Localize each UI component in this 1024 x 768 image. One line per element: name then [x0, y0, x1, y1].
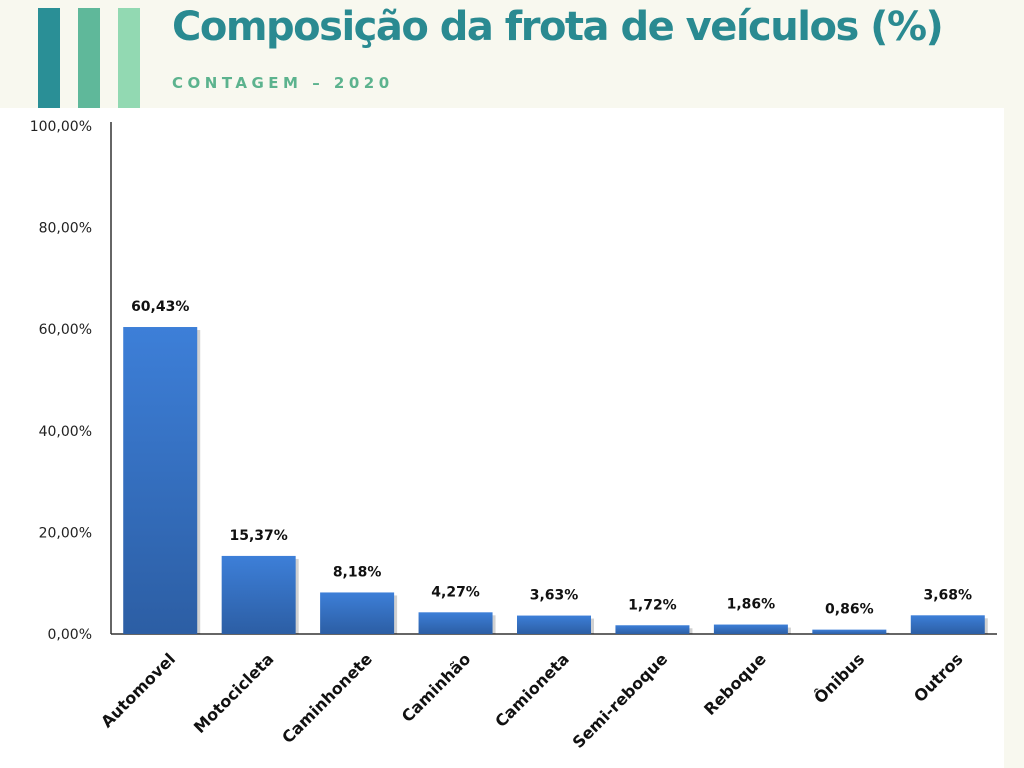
x-tick-label: Caminhonete	[278, 649, 376, 747]
y-tick-label: 0,00%	[48, 627, 92, 643]
data-labels: 60,43% 15,37% 8,18% 4,27% 3,63% 1,72% 1,86% 0,8…	[131, 299, 972, 618]
bar	[320, 592, 395, 634]
bar	[910, 615, 985, 634]
x-tick-label: Automovel	[97, 649, 179, 731]
x-tick-label: Caminhão	[398, 649, 475, 726]
data-label: 1,86%	[727, 597, 776, 613]
data-label: 15,37%	[230, 528, 288, 544]
bar-chart: 0,00% 20,00% 40,00% 60,00% 80,00% 100,00% 60,…	[30, 119, 997, 752]
y-tick-label: 100,00%	[30, 119, 92, 135]
y-tick-label: 80,00%	[39, 221, 92, 237]
bar	[221, 555, 296, 634]
x-tick-label: Reboque	[700, 649, 770, 719]
x-tick-label: Semi-reboque	[569, 649, 672, 752]
page-subtitle: CONTAGEM – 2020	[172, 74, 394, 92]
chart-panel: 0,00% 20,00% 40,00% 60,00% 80,00% 100,00% 60,…	[0, 108, 1004, 768]
header-stripe-3	[118, 8, 140, 108]
data-label: 0,86%	[825, 602, 874, 618]
data-label: 60,43%	[131, 299, 189, 315]
header-stripe-2	[78, 8, 100, 108]
y-tick-label: 20,00%	[39, 525, 92, 541]
data-label: 8,18%	[333, 564, 382, 580]
x-tick-label: Outros	[910, 649, 967, 706]
bar	[517, 615, 591, 634]
y-axis-ticks: 0,00% 20,00% 40,00% 60,00% 80,00% 100,00%	[30, 119, 92, 643]
header-stripe-1	[38, 8, 60, 108]
data-label: 1,72%	[628, 597, 677, 613]
bar	[615, 625, 690, 634]
bar	[418, 612, 493, 634]
page-title: Composição da frota de veículos (%)	[172, 4, 944, 50]
chart-bars	[123, 327, 988, 634]
data-label: 3,63%	[530, 588, 579, 604]
data-label: 3,68%	[923, 587, 972, 603]
y-tick-label: 40,00%	[39, 424, 92, 440]
y-tick-label: 60,00%	[39, 322, 92, 338]
bar	[812, 629, 887, 634]
data-label: 4,27%	[431, 584, 480, 600]
x-axis-labels: Automovel Motocicleta Caminhonete Caminhão C…	[97, 649, 966, 752]
x-tick-label: Ônibus	[810, 649, 868, 707]
x-tick-label: Camioneta	[491, 649, 573, 731]
bar	[713, 624, 788, 634]
bar	[123, 327, 198, 634]
x-tick-label: Motocicleta	[190, 649, 278, 737]
